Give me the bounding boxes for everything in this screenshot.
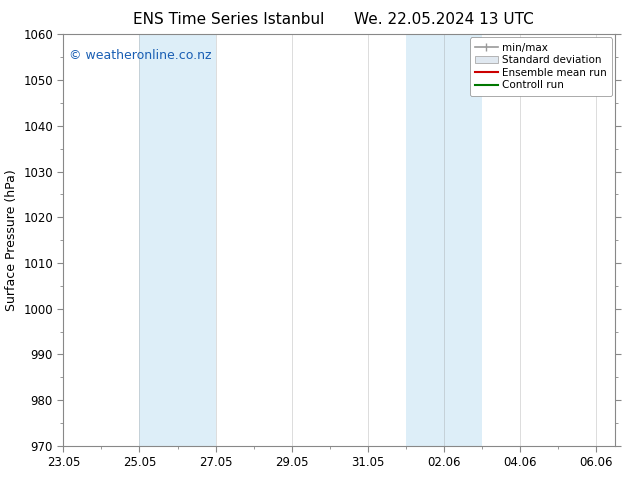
Bar	[406, 34, 482, 446]
Text: © weatheronline.co.nz: © weatheronline.co.nz	[69, 49, 211, 62]
Text: We. 22.05.2024 13 UTC: We. 22.05.2024 13 UTC	[354, 12, 534, 27]
Y-axis label: Surface Pressure (hPa): Surface Pressure (hPa)	[4, 169, 18, 311]
Bar	[139, 34, 216, 446]
Text: ENS Time Series Istanbul: ENS Time Series Istanbul	[133, 12, 324, 27]
Legend: min/max, Standard deviation, Ensemble mean run, Controll run: min/max, Standard deviation, Ensemble me…	[470, 37, 612, 96]
